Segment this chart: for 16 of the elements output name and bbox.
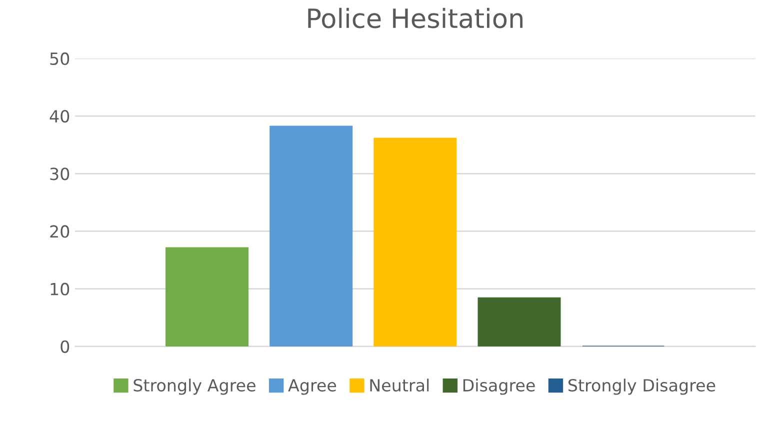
legend-label: Strongly Disagree bbox=[568, 378, 716, 395]
bar bbox=[166, 247, 249, 346]
legend-label: Agree bbox=[288, 379, 336, 395]
y-tick-label: 30 bbox=[50, 168, 70, 180]
y-tick-label: 50 bbox=[50, 52, 70, 66]
legend-label: Neutral bbox=[370, 378, 429, 392]
bar bbox=[374, 138, 457, 346]
chart-title: Police Hesitation bbox=[308, 8, 522, 28]
legend-label: Strongly Agree bbox=[134, 378, 256, 395]
y-tick-label: 40 bbox=[50, 110, 70, 123]
y-tick-label: 10 bbox=[50, 282, 70, 296]
y-tick-label: 20 bbox=[50, 225, 70, 238]
bar bbox=[270, 126, 353, 346]
bar bbox=[478, 297, 561, 346]
y-tick-label: 0 bbox=[60, 340, 70, 353]
legend-label: Disagree bbox=[463, 378, 535, 395]
